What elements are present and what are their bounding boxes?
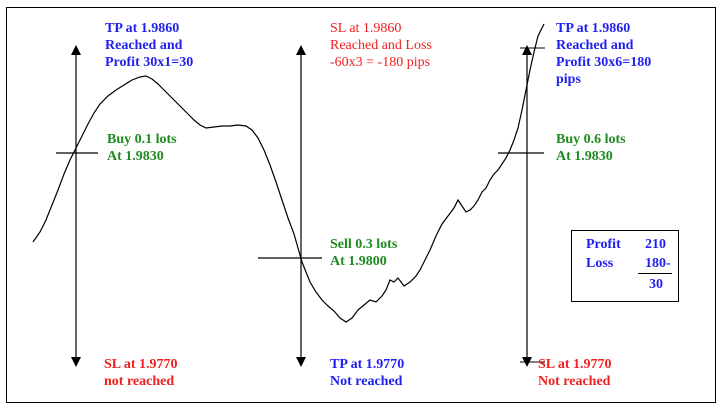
loss-value: 180- [645, 256, 671, 271]
left-top-label: TP at 1.9860 Reached and Profit 30x1=30 [105, 21, 194, 70]
diagram-frame [6, 7, 716, 403]
mid-bottom-label: TP at 1.9770 Not reached [330, 357, 405, 389]
left-entry-label: Buy 0.1 lots At 1.9830 [107, 132, 177, 164]
mid-top-label: SL at 1.9860 Reached and Loss -60x3 = -1… [330, 21, 432, 70]
right-bottom-label: SL at 1.9770 Not reached [538, 357, 612, 389]
net-value: 30 [649, 277, 663, 292]
mid-entry-label: Sell 0.3 lots At 1.9800 [330, 237, 398, 269]
loss-label: Loss [586, 256, 614, 271]
summary-box: Profit 210 Loss 180- 30 [571, 230, 679, 302]
price-curve [32, 23, 545, 323]
profit-value: 210 [645, 237, 666, 252]
right-entry-label: Buy 0.6 lots At 1.9830 [556, 132, 626, 164]
sum-rule [638, 273, 672, 274]
profit-label: Profit [586, 237, 621, 252]
left-bottom-label: SL at 1.9770 not reached [104, 357, 178, 389]
right-top-label: TP at 1.9860 Reached and Profit 30x6=180… [556, 21, 652, 87]
